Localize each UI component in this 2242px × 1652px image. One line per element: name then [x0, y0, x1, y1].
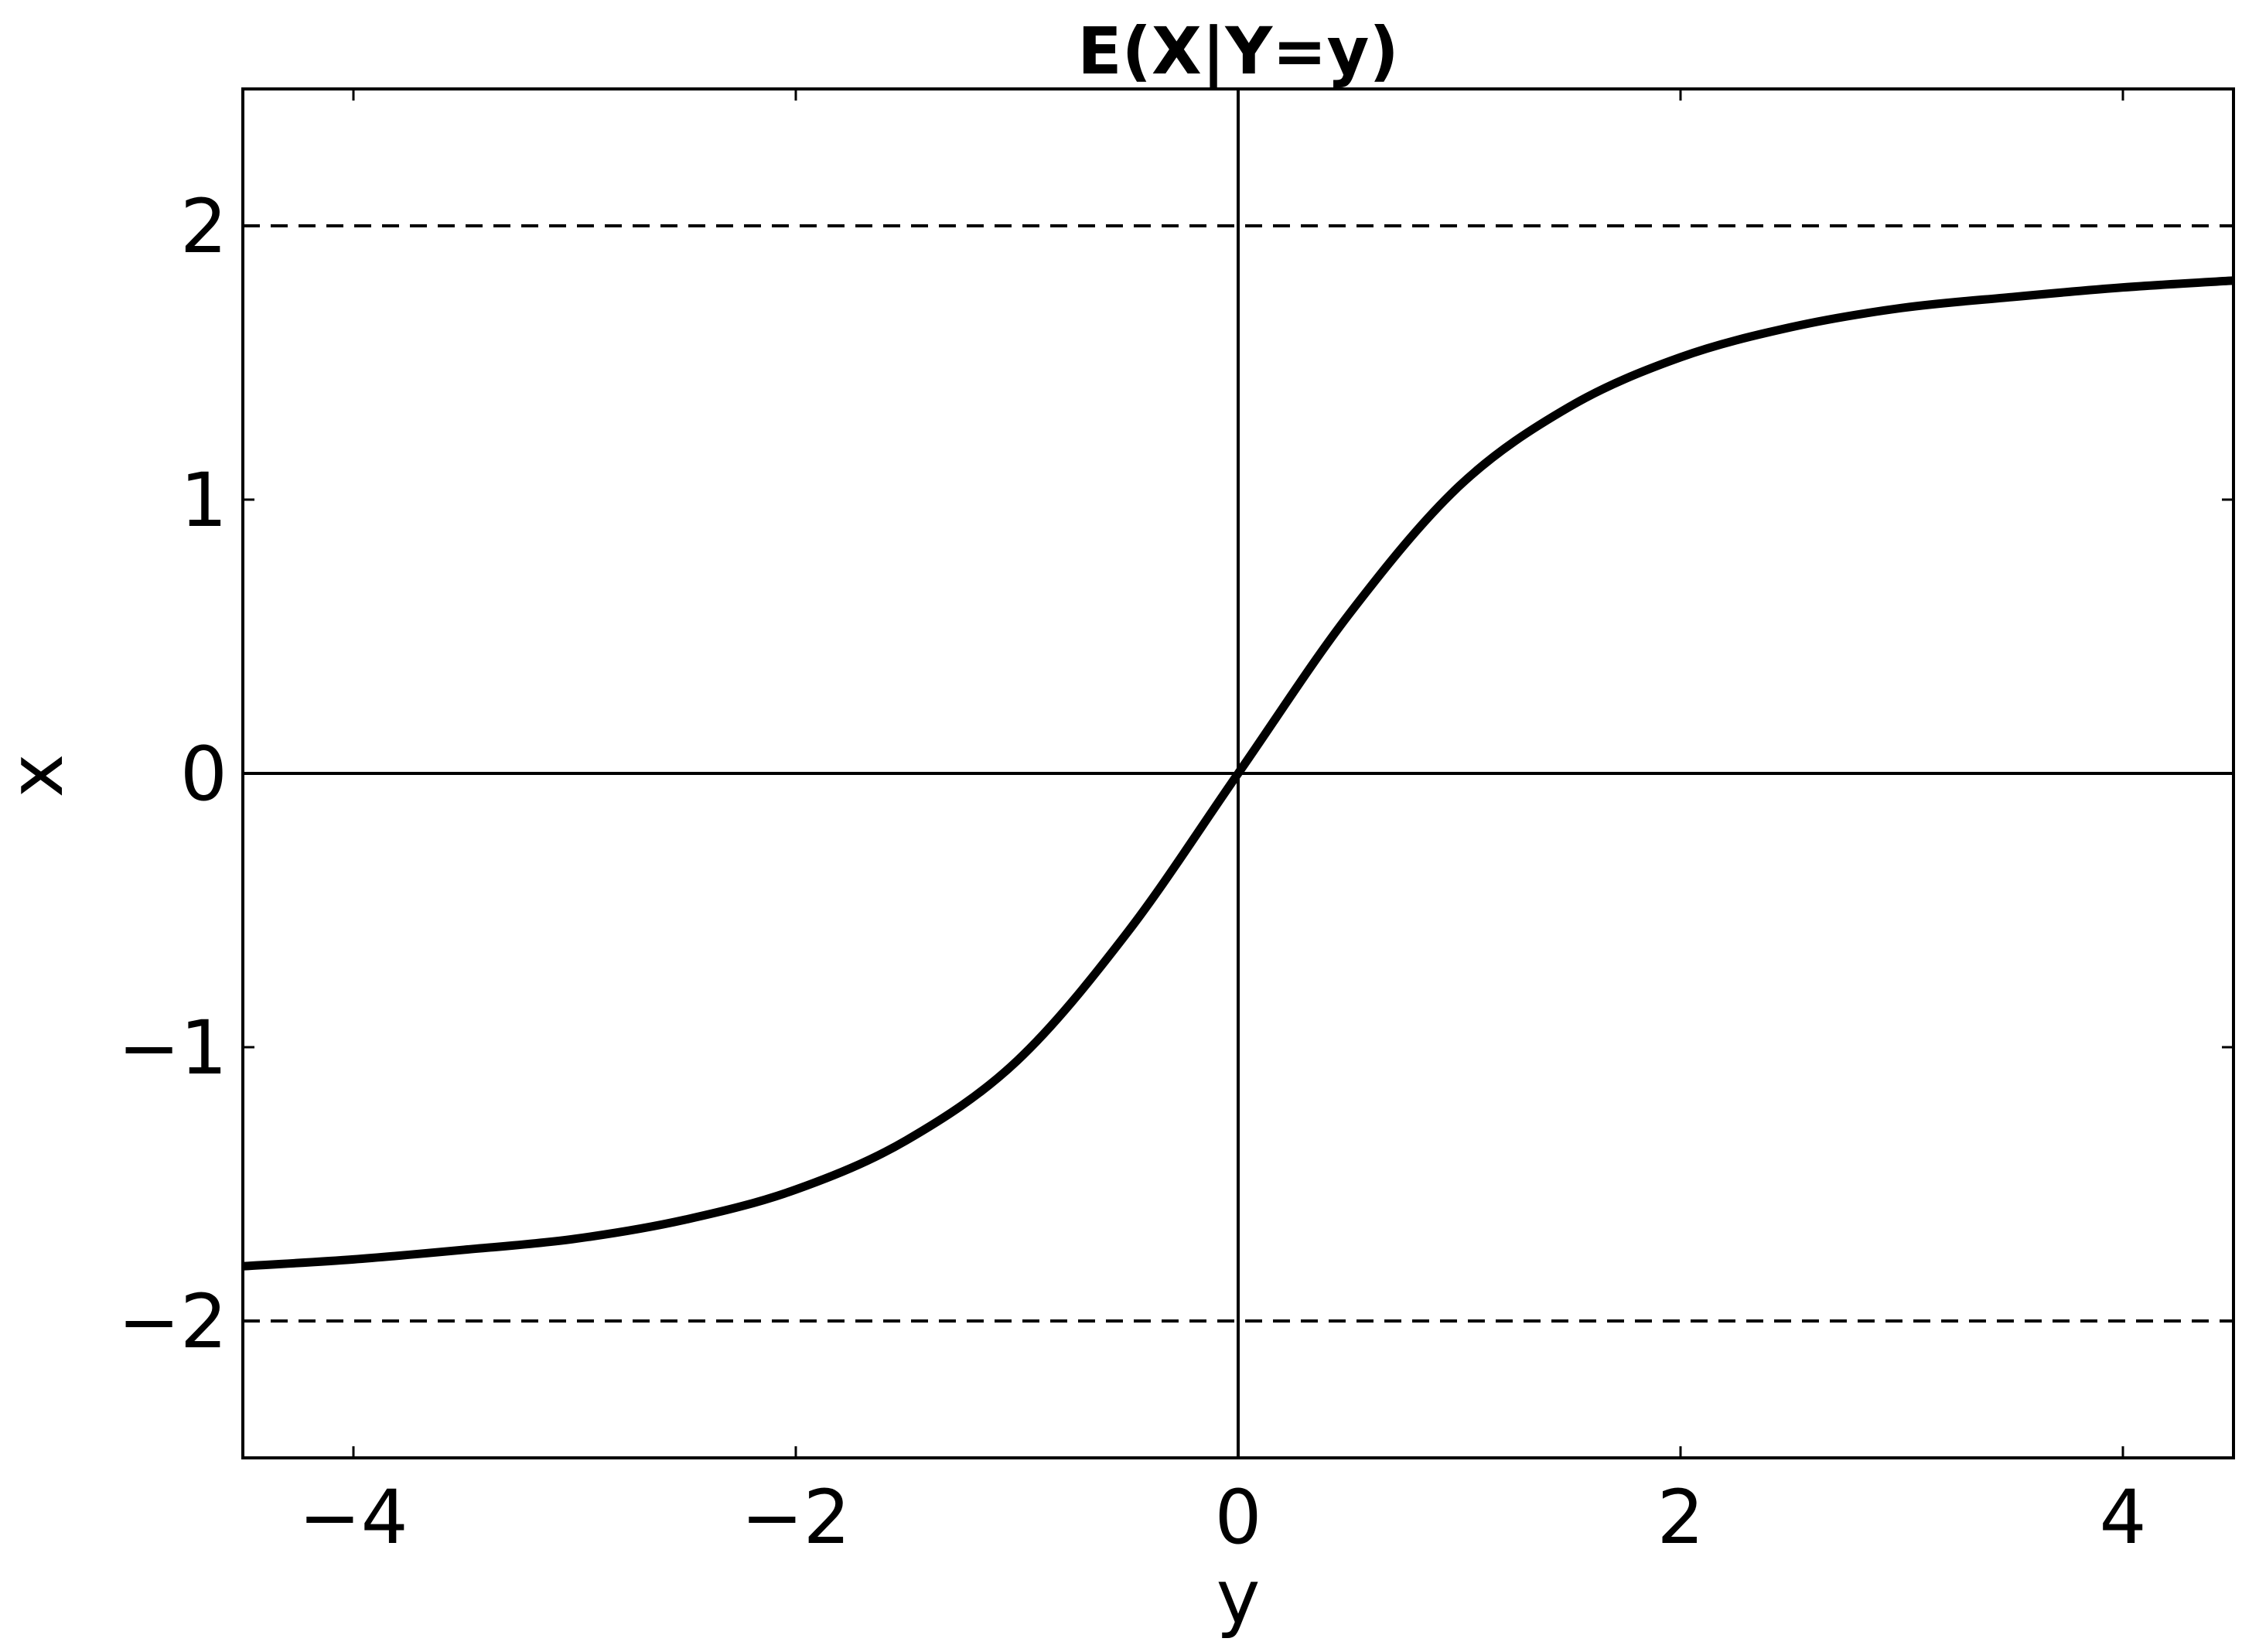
series-line-0: [242, 276, 2234, 1271]
chart-title: E(X|Y=y): [1077, 13, 1399, 89]
plot-frame: [241, 87, 2235, 1459]
y-tick-label-2: 0: [180, 731, 227, 817]
x-axis-label: y: [1217, 1554, 1261, 1640]
y-tick-label-3: 1: [180, 457, 227, 544]
series-layer: [242, 276, 2234, 1271]
y-tick-label-4: 2: [180, 183, 227, 270]
x-tick-label-1: −2: [741, 1474, 851, 1561]
ticks-layer: [243, 89, 2233, 1458]
x-tick-label-4: 4: [2099, 1474, 2146, 1561]
x-tick-label-3: 2: [1657, 1474, 1704, 1561]
x-tick-label-0: −4: [299, 1474, 408, 1561]
tick-labels-layer: −4 −2 0 2 4 −2 −1 0 1 2: [118, 183, 2146, 1561]
x-tick-label-2: 0: [1214, 1474, 1261, 1561]
y-tick-label-1: −1: [118, 1005, 227, 1091]
y-tick-label-0: −2: [118, 1278, 227, 1365]
y-axis-label: x: [0, 754, 80, 798]
